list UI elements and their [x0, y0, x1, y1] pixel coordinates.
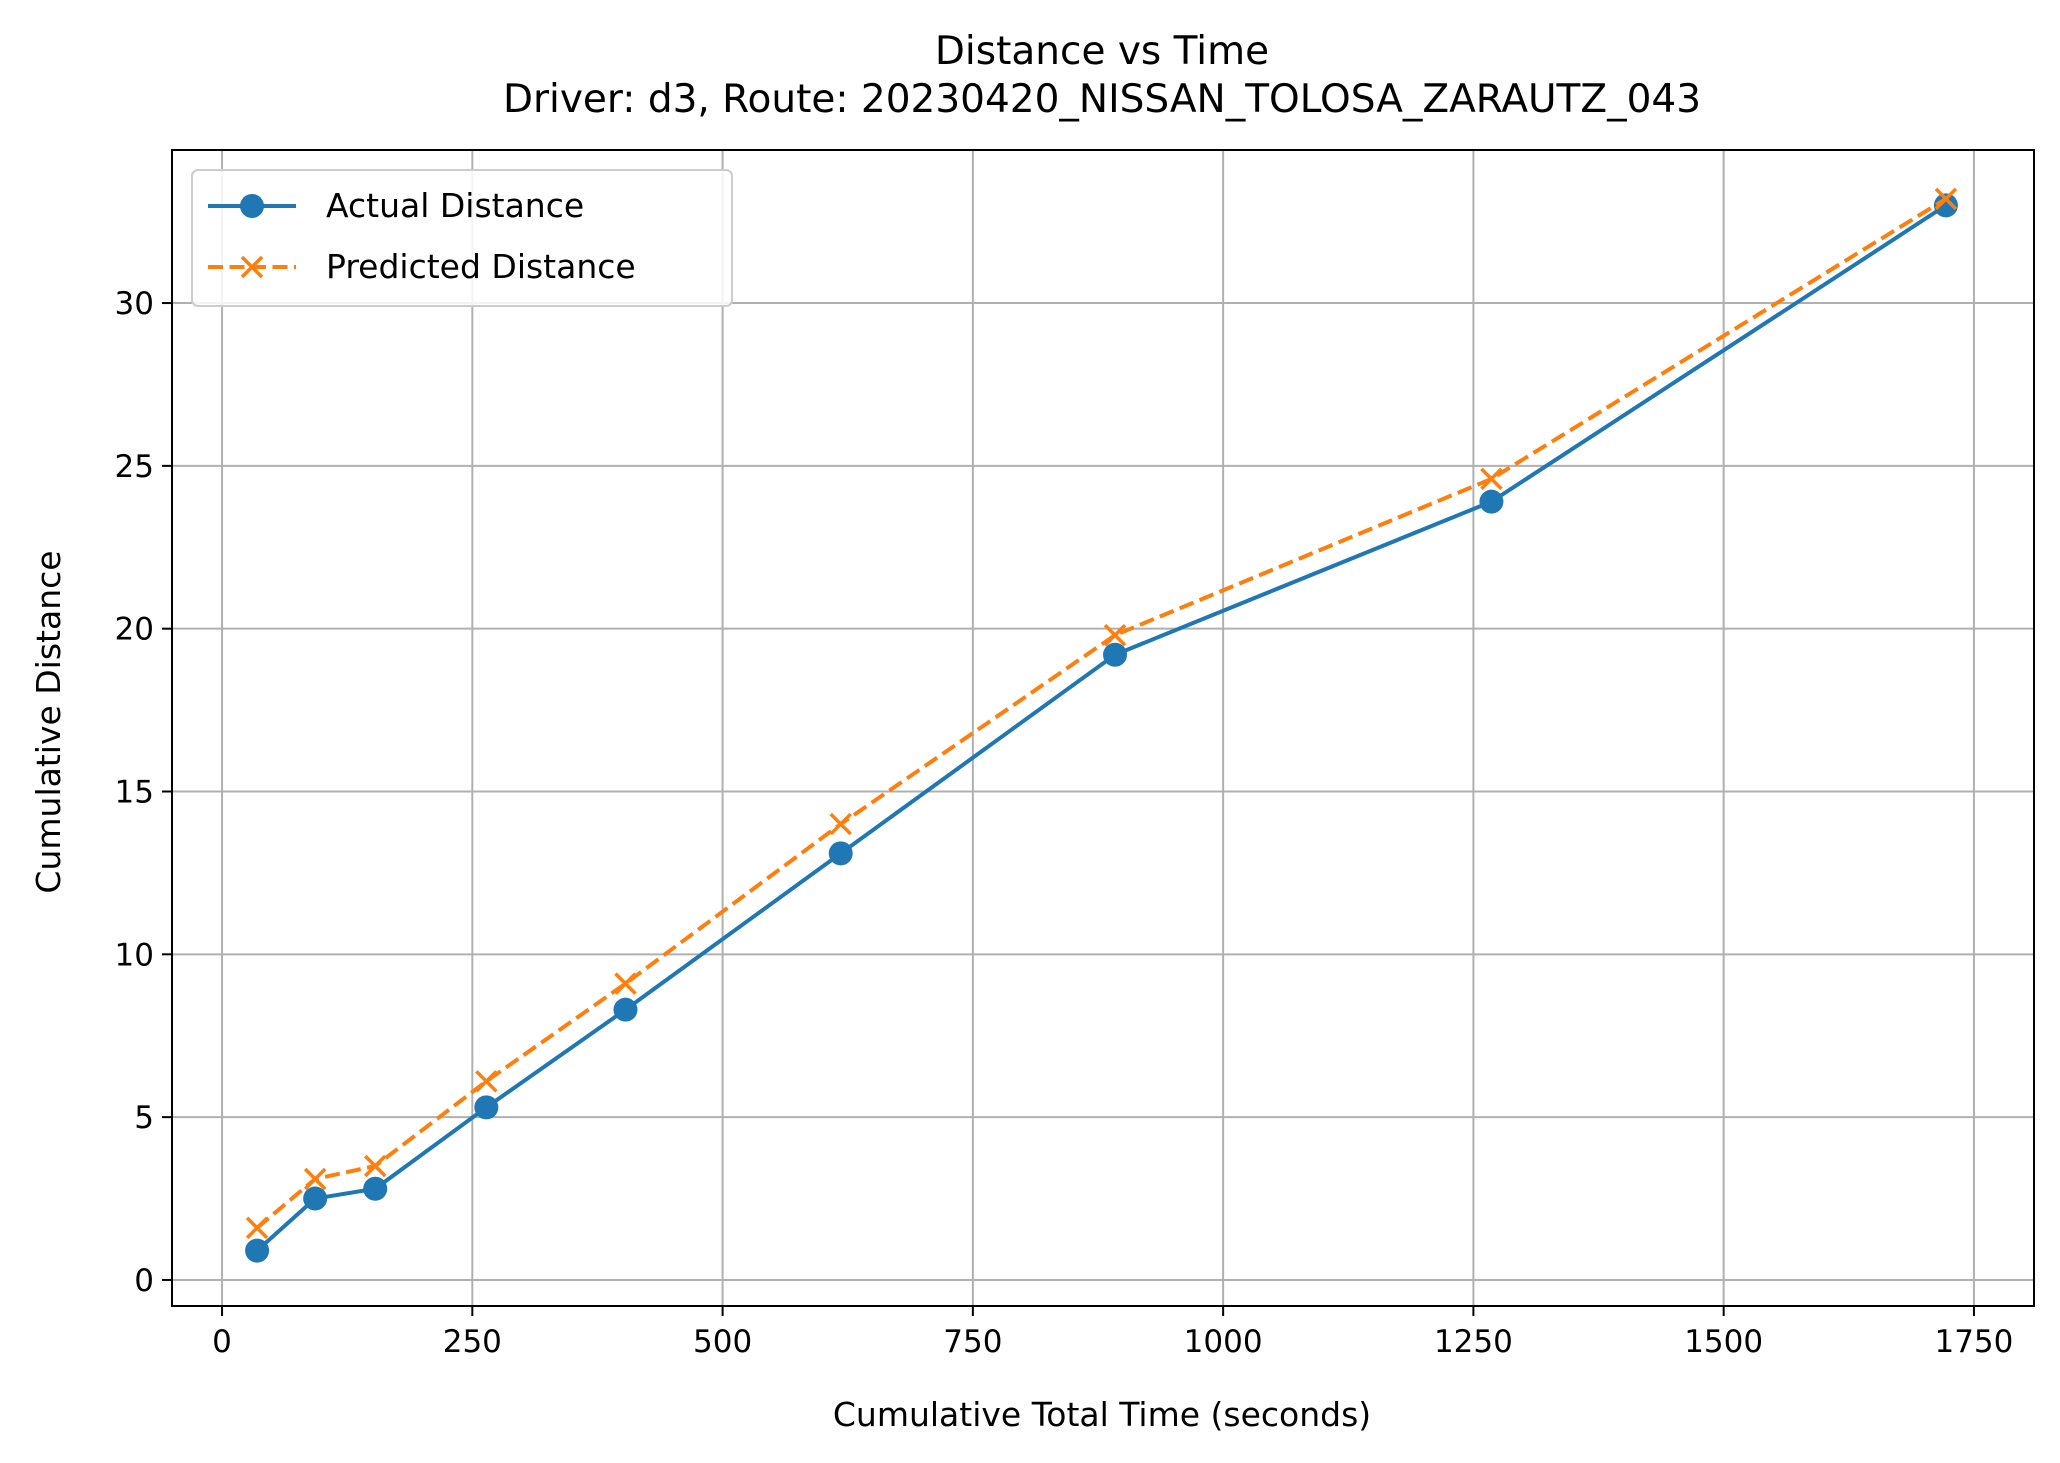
- chart-subtitle: Driver: d3, Route: 20230420_NISSAN_TOLOS…: [503, 77, 1701, 122]
- data-point: [614, 972, 637, 995]
- x-tick-label: 500: [693, 1324, 752, 1360]
- legend-marker: [240, 255, 264, 279]
- axis-ticks: 0 250 500 750 1000 1250 1500 1750 0 5 10 15 20 25 30: [115, 286, 2014, 1360]
- data-point: [1934, 187, 1958, 211]
- x-tick-label: 0: [212, 1324, 232, 1360]
- y-tick-label: 5: [134, 1100, 154, 1136]
- plot-area-frame: [171, 149, 2035, 1307]
- data-point: [303, 1167, 327, 1191]
- chart-title: Distance vs Time: [935, 29, 1269, 74]
- legend-marker: [240, 194, 264, 218]
- x-tick-label: 1750: [1934, 1324, 2013, 1360]
- legend-label: Actual Distance: [326, 186, 584, 225]
- y-tick-label: 0: [134, 1263, 154, 1299]
- data-point: [1103, 623, 1127, 647]
- y-tick-label: 30: [115, 286, 154, 322]
- x-axis-label: Cumulative Total Time (seconds): [833, 1395, 1371, 1434]
- x-tick-label: 1000: [1184, 1324, 1263, 1360]
- data-point: [1480, 467, 1503, 491]
- legend-label: Predicted Distance: [326, 247, 636, 286]
- series-line: [255, 197, 1947, 1230]
- series-actual-distance: [245, 193, 1958, 1263]
- data-point: [245, 1238, 270, 1263]
- y-tick-label: 20: [115, 612, 154, 648]
- y-tick-label: 10: [115, 937, 154, 973]
- x-tick-label: 750: [943, 1324, 1002, 1360]
- y-tick-label: 15: [115, 774, 154, 810]
- data-point: [829, 812, 852, 836]
- legend-entry: Actual Distance: [208, 186, 584, 225]
- y-axis-label: Cumulative Distance: [29, 550, 68, 893]
- grid-lines: [172, 150, 2034, 1306]
- data-point: [303, 1186, 328, 1211]
- data-point: [1103, 642, 1128, 667]
- data-point: [1933, 193, 1958, 218]
- y-tick-label: 25: [115, 449, 154, 485]
- x-tick-label: 1500: [1684, 1324, 1763, 1360]
- data-point: [475, 1070, 498, 1093]
- x-tick-label: 1250: [1434, 1324, 1513, 1360]
- legend-entry: Predicted Distance: [208, 247, 636, 286]
- series-predicted-distance: [245, 187, 1958, 1240]
- series-line: [255, 203, 1947, 1253]
- data-point: [613, 997, 638, 1022]
- data-point: [245, 1216, 269, 1240]
- data-point: [1479, 489, 1504, 514]
- data-point: [363, 1154, 387, 1178]
- plot-series: [245, 187, 1958, 1263]
- data-point: [363, 1176, 388, 1201]
- data-point: [828, 841, 853, 866]
- legend-box: [191, 169, 733, 307]
- data-point: [474, 1095, 499, 1120]
- x-tick-label: 250: [443, 1324, 502, 1360]
- legend: Actual Distance Predicted Distance: [191, 169, 733, 307]
